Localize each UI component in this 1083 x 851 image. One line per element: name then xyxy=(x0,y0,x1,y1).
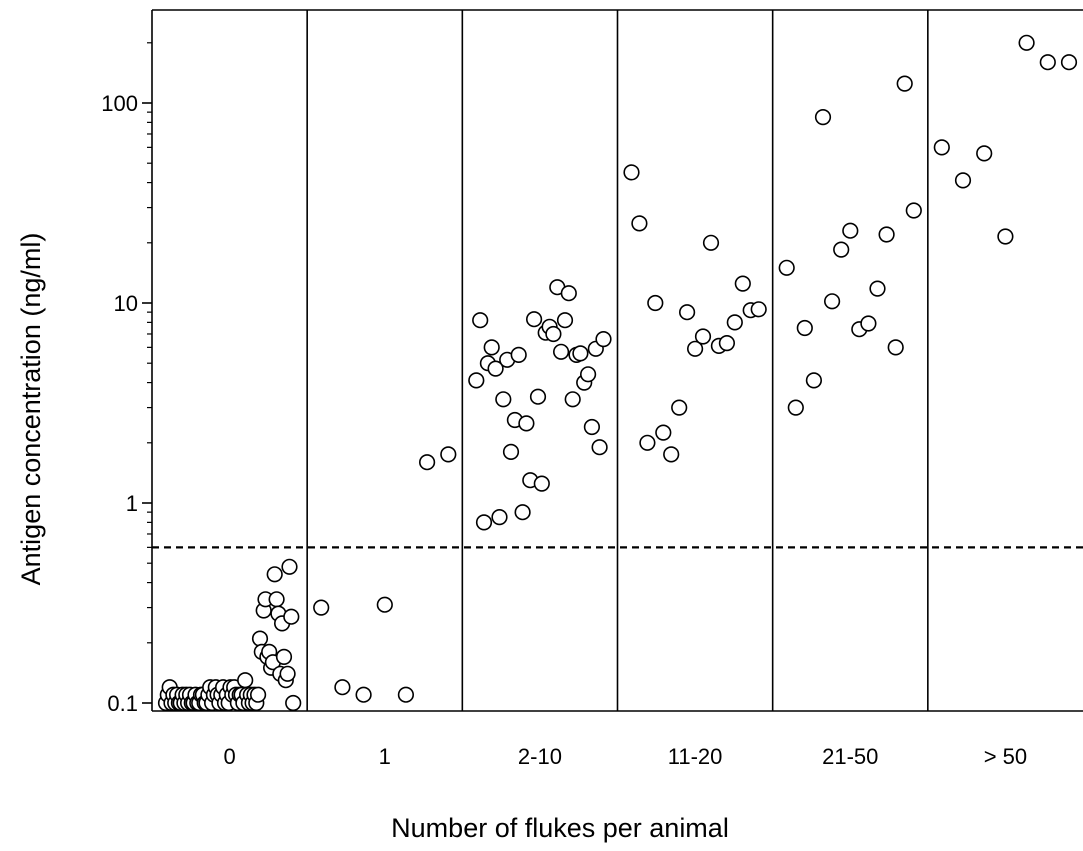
data-point xyxy=(468,372,485,389)
data-point xyxy=(237,672,254,689)
data-point xyxy=(334,679,351,696)
data-point xyxy=(1039,54,1056,71)
x-tick-label: > 50 xyxy=(984,744,1027,769)
data-point xyxy=(355,686,372,703)
data-point xyxy=(778,259,795,276)
data-point xyxy=(514,504,531,521)
data-point xyxy=(552,343,570,360)
y-tick-label: 1 xyxy=(126,491,138,516)
data-point xyxy=(285,694,302,712)
data-point xyxy=(997,228,1014,245)
x-tick-label: 0 xyxy=(223,744,235,769)
data-point xyxy=(283,608,300,625)
data-point xyxy=(545,325,562,343)
data-point xyxy=(472,312,489,329)
data-point xyxy=(954,172,972,189)
y-axis-title: Antigen concentration (ng/ml) xyxy=(16,233,46,586)
data-point xyxy=(250,686,267,703)
data-point xyxy=(623,164,640,181)
data-point xyxy=(529,388,547,405)
data-point xyxy=(860,315,877,332)
category-separators xyxy=(306,10,929,711)
data-point xyxy=(495,391,512,408)
data-point xyxy=(905,202,922,219)
data-point xyxy=(487,360,504,377)
data-point xyxy=(887,339,904,356)
y-minor-ticks xyxy=(147,42,152,644)
data-point xyxy=(671,399,688,416)
data-point xyxy=(397,686,415,703)
data-point xyxy=(483,339,500,356)
data-point xyxy=(475,514,493,531)
data-point xyxy=(266,566,283,583)
data-point xyxy=(1060,54,1078,71)
data-point xyxy=(686,340,704,357)
data-point xyxy=(823,293,841,310)
data-point xyxy=(376,596,393,613)
data-point xyxy=(842,222,859,239)
y-tick-label: 100 xyxy=(101,91,138,116)
data-point xyxy=(564,391,581,408)
data-point xyxy=(275,648,293,666)
data-point xyxy=(279,665,296,682)
data-point xyxy=(525,311,543,328)
y-tick-label: 10 xyxy=(114,291,138,316)
data-point xyxy=(726,314,743,331)
data-point xyxy=(533,475,550,492)
data-point xyxy=(268,591,285,608)
data-point xyxy=(896,75,913,92)
data-point xyxy=(502,443,520,461)
data-point xyxy=(702,234,720,251)
y-major-ticks xyxy=(142,102,152,704)
x-axis-title: Number of flukes per animal xyxy=(391,813,729,843)
x-tick-label: 1 xyxy=(379,744,391,769)
data-point xyxy=(510,346,527,364)
data-points xyxy=(157,34,1078,712)
y-tick-label: 0.1 xyxy=(107,691,138,716)
data-point xyxy=(647,294,664,312)
x-tick-label: 11-20 xyxy=(668,744,723,769)
data-point xyxy=(814,108,832,126)
data-point xyxy=(560,285,577,302)
data-point xyxy=(655,424,672,441)
data-point xyxy=(518,415,535,432)
data-point xyxy=(933,139,950,156)
x-tick-label: 21-50 xyxy=(822,744,878,769)
data-point xyxy=(878,226,895,243)
data-point xyxy=(750,301,767,318)
data-point xyxy=(833,241,850,258)
data-point xyxy=(313,599,330,616)
data-point xyxy=(572,345,589,362)
data-point xyxy=(678,304,696,321)
data-point xyxy=(251,630,269,647)
data-point xyxy=(663,446,680,463)
data-point xyxy=(583,418,601,436)
data-point xyxy=(595,331,612,348)
data-point xyxy=(556,312,574,329)
data-point xyxy=(718,335,736,352)
data-point xyxy=(805,372,823,389)
data-point xyxy=(440,446,457,463)
data-point xyxy=(631,215,648,232)
x-tick-labels: 0 1 2-10 11-20 21-50 > 50 xyxy=(223,744,1027,769)
data-point xyxy=(787,399,804,416)
data-point xyxy=(579,366,597,383)
data-point xyxy=(281,558,298,575)
data-point xyxy=(419,454,436,471)
x-tick-label: 2-10 xyxy=(518,744,562,769)
data-point xyxy=(869,280,886,297)
data-point xyxy=(1018,34,1035,51)
data-point xyxy=(694,328,712,345)
data-point xyxy=(639,434,656,451)
data-point xyxy=(976,145,993,162)
data-point xyxy=(491,508,508,526)
data-point xyxy=(734,275,751,292)
data-point xyxy=(591,439,608,456)
data-point xyxy=(796,319,813,337)
y-tick-labels: 0.1 1 10 100 xyxy=(101,91,138,716)
